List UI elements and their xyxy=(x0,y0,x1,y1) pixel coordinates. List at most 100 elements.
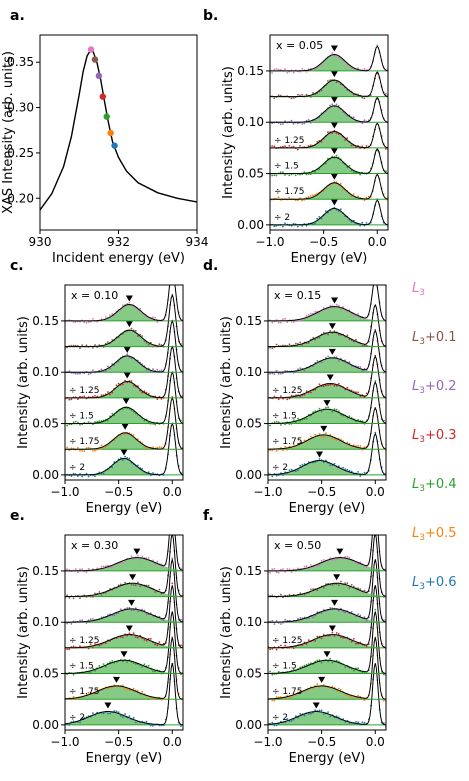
data-point xyxy=(92,369,94,372)
data-point xyxy=(115,384,118,387)
data-point xyxy=(92,712,94,715)
data-point xyxy=(81,717,84,720)
data-point xyxy=(126,634,129,637)
data-point xyxy=(269,449,271,452)
data-point xyxy=(94,395,96,397)
data-point xyxy=(107,564,109,567)
data-point xyxy=(87,691,90,694)
data-point xyxy=(122,636,124,639)
data-point xyxy=(320,661,323,664)
data-point xyxy=(174,280,176,282)
x-tick-label: 934 xyxy=(186,235,209,249)
data-point xyxy=(327,80,329,82)
data-point xyxy=(275,696,278,699)
data-point xyxy=(271,648,274,650)
data-point xyxy=(273,568,276,570)
data-point xyxy=(383,371,385,374)
data-point xyxy=(365,145,368,147)
scale-label: ÷ 1.5 xyxy=(274,162,299,172)
data-point xyxy=(305,390,308,393)
data-point xyxy=(102,663,105,665)
data-point xyxy=(303,664,306,667)
fit-line xyxy=(268,585,386,649)
data-point xyxy=(350,584,353,586)
plot-frame xyxy=(64,534,184,731)
data-point xyxy=(346,310,349,313)
data-point xyxy=(156,644,159,647)
data-point xyxy=(344,611,347,614)
data-point xyxy=(331,685,334,688)
data-point xyxy=(310,564,312,566)
data-point xyxy=(292,71,295,74)
data-point xyxy=(316,635,319,638)
data-point xyxy=(361,698,364,701)
data-point xyxy=(273,699,276,702)
y-tick-label: 0.15 xyxy=(32,314,59,328)
data-point xyxy=(299,617,302,619)
y-tick-label: 0.05 xyxy=(235,417,262,431)
data-point xyxy=(66,568,68,571)
data-point xyxy=(68,597,71,599)
xas-marker xyxy=(107,129,114,137)
data-point xyxy=(282,372,284,375)
data-point xyxy=(269,372,271,375)
data-point xyxy=(275,225,278,227)
data-point xyxy=(327,561,329,563)
peak-fill xyxy=(268,357,386,373)
data-point xyxy=(68,370,71,373)
scale-label: ÷ 1.75 xyxy=(274,187,304,197)
peak-fill xyxy=(268,634,386,648)
data-point xyxy=(141,691,144,693)
data-point xyxy=(365,566,368,568)
data-point xyxy=(305,173,308,176)
data-point xyxy=(282,449,284,452)
x-tick-label: −0.5 xyxy=(307,735,336,749)
data-point xyxy=(100,643,103,646)
scale-label: ÷ 1.75 xyxy=(272,437,302,447)
data-point xyxy=(365,222,368,224)
data-point xyxy=(273,421,276,424)
data-point xyxy=(286,72,289,74)
data-point xyxy=(322,684,325,686)
y-tick-label: 0.10 xyxy=(32,365,59,379)
data-point xyxy=(128,689,131,692)
data-point xyxy=(363,616,366,618)
data-point xyxy=(180,618,182,621)
data-point xyxy=(68,724,71,726)
data-point xyxy=(363,423,366,425)
peak-marker xyxy=(330,96,338,103)
data-point xyxy=(301,464,304,466)
panel-f: f. ÷ 2 ÷ 1.75 ÷ 1.5 ÷ 1.25 x = 0.50 −1.0 −0.5 0.… xyxy=(203,508,387,766)
data-point xyxy=(350,696,353,699)
data-point xyxy=(72,421,75,424)
data-point xyxy=(96,448,99,451)
fit-line xyxy=(268,303,386,348)
peak-marker xyxy=(323,400,331,407)
data-point xyxy=(128,632,131,635)
data-point xyxy=(104,316,107,318)
data-point xyxy=(139,308,142,310)
peak-marker xyxy=(121,423,129,430)
data-point xyxy=(310,312,312,315)
data-point xyxy=(98,420,101,423)
data-point xyxy=(303,393,306,396)
data-point xyxy=(111,660,114,662)
data-point xyxy=(280,395,282,397)
data-point xyxy=(348,415,351,418)
scale-label: ÷ 1.5 xyxy=(272,662,297,672)
data-point xyxy=(385,170,387,173)
data-point xyxy=(85,344,88,347)
data-point xyxy=(94,475,96,478)
data-point xyxy=(329,557,332,559)
data-point xyxy=(305,565,308,568)
data-point xyxy=(98,569,101,572)
data-point xyxy=(333,635,336,637)
data-point xyxy=(288,174,291,177)
data-point xyxy=(322,586,325,589)
fit-line xyxy=(270,148,388,175)
data-point xyxy=(277,474,280,476)
data-point xyxy=(98,644,101,647)
fit-line xyxy=(65,396,183,450)
data-point xyxy=(128,457,131,460)
data-point xyxy=(273,395,276,398)
